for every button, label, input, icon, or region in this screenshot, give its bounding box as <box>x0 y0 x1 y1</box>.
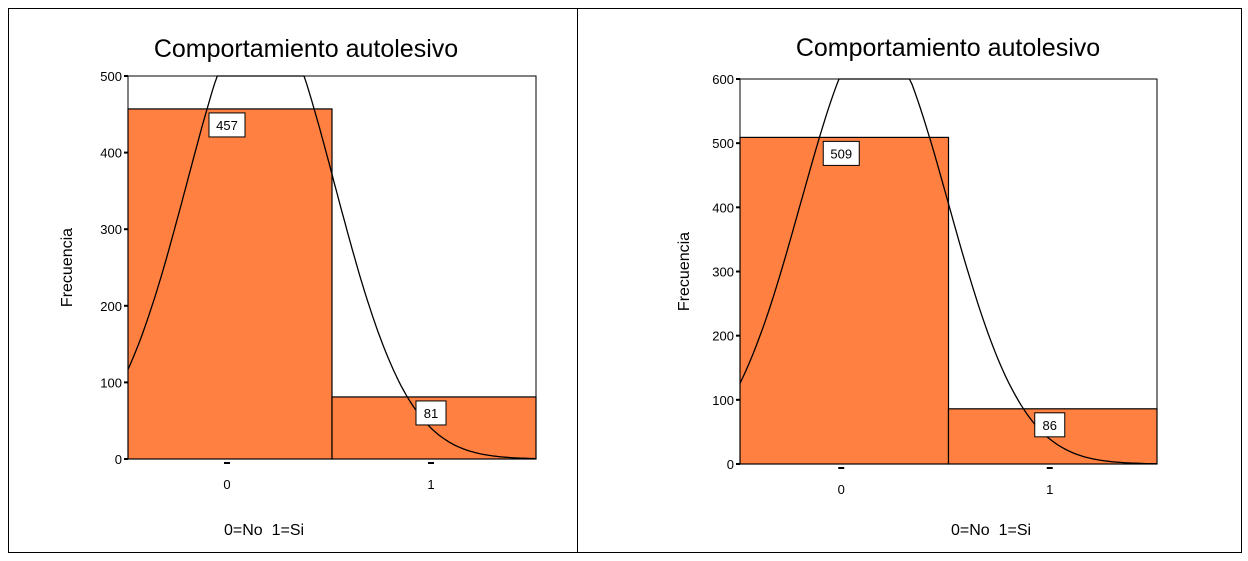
y-tick-label: 300 <box>712 265 734 280</box>
data-label-box <box>208 112 246 138</box>
data-label-box <box>822 140 860 166</box>
bar-0 <box>739 136 950 465</box>
x-axis-label: 0=No 1=Si <box>224 522 304 539</box>
data-label: 509 <box>830 146 852 161</box>
y-tick-label: 400 <box>100 146 122 161</box>
chart-title: Comportamiento autolesivo <box>796 34 1100 62</box>
x-tick-label: 0 <box>223 477 230 492</box>
x-tick-label: 0 <box>838 482 845 497</box>
x-tick-label: 1 <box>427 477 434 492</box>
y-tick-label: 200 <box>100 299 122 314</box>
y-axis-label: Frecuencia <box>59 228 76 307</box>
bar-0 <box>127 108 333 460</box>
data-label: 81 <box>424 406 438 421</box>
x-tick-label: 1 <box>1046 482 1053 497</box>
data-label-box <box>1034 412 1066 438</box>
y-tick-label: 100 <box>712 393 734 408</box>
normal-curve <box>739 78 1157 465</box>
y-tick-label: 200 <box>712 329 734 344</box>
y-tick-label: 400 <box>712 200 734 215</box>
y-tick-label: 600 <box>712 72 734 87</box>
y-tick-label: 0 <box>115 452 122 467</box>
histogram-left: Comportamiento autolesivo Frecuencia 0 100 2… <box>59 35 537 539</box>
data-label: 86 <box>1043 418 1057 433</box>
y-tick-label: 500 <box>712 136 734 151</box>
x-axis-label: 0=No 1=Si <box>951 522 1031 539</box>
histogram-right: Comportamiento autolesivo Frecuencia 0 100 2… <box>676 34 1158 539</box>
panel-divider <box>577 8 578 553</box>
data-label-box <box>415 400 447 426</box>
y-tick-label: 0 <box>727 457 734 472</box>
figure-frame <box>8 8 1242 553</box>
y-tick-label: 100 <box>100 375 122 390</box>
y-tick-label: 500 <box>100 69 122 84</box>
y-axis-label: Frecuencia <box>676 232 693 311</box>
y-tick-label: 300 <box>100 222 122 237</box>
data-label: 457 <box>216 118 238 133</box>
chart-title: Comportamiento autolesivo <box>154 35 458 63</box>
normal-curve <box>127 75 537 460</box>
